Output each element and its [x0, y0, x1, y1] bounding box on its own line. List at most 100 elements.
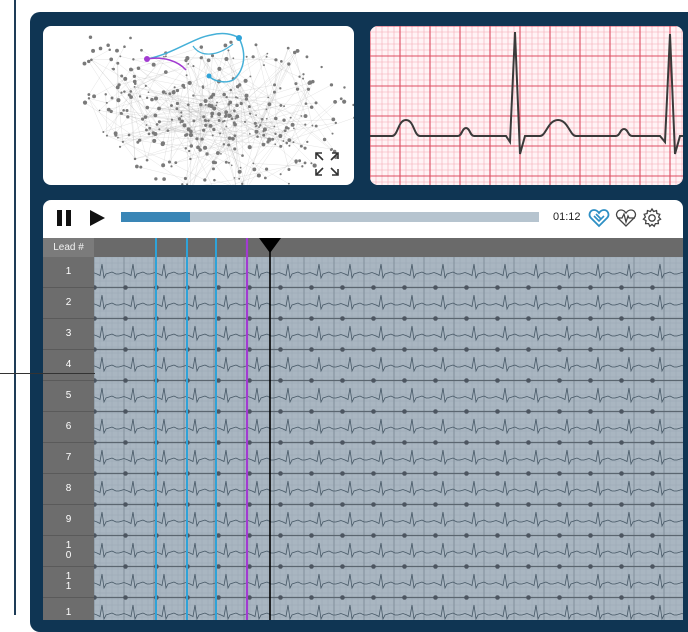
beat-node	[402, 502, 407, 507]
beat-node	[185, 378, 190, 383]
graph-node	[296, 88, 299, 91]
beat-node	[495, 533, 500, 538]
expand-icon[interactable]	[314, 151, 340, 177]
beat-node	[309, 316, 314, 321]
graph-node	[287, 62, 290, 65]
guide-line	[0, 373, 95, 374]
play-icon[interactable]	[88, 209, 106, 227]
network-graph	[43, 26, 354, 185]
beat-node	[123, 378, 128, 383]
graph-node	[122, 141, 124, 143]
graph-node	[267, 96, 269, 98]
lead-label: 5	[43, 381, 94, 412]
beat-node	[402, 378, 407, 383]
heart-pulse-icon[interactable]	[615, 207, 637, 229]
lead-label: 1	[43, 257, 94, 288]
graph-node	[233, 147, 236, 150]
beat-node	[526, 285, 531, 290]
graph-node	[106, 43, 110, 47]
graph-node	[255, 114, 257, 116]
beat-node	[278, 316, 283, 321]
graph-node	[133, 75, 136, 78]
graph-node	[212, 107, 216, 111]
beat-node	[340, 409, 345, 414]
progress-bar[interactable]	[121, 212, 539, 222]
graph-node	[280, 173, 282, 175]
beat-node	[650, 595, 655, 600]
beat-node	[619, 440, 624, 445]
pause-icon[interactable]	[55, 209, 73, 227]
graph-node	[215, 104, 217, 106]
graph-node	[333, 100, 337, 104]
graph-node	[123, 45, 126, 48]
beat-node	[433, 285, 438, 290]
graph-node	[252, 163, 254, 165]
lead-strips[interactable]	[94, 257, 683, 620]
beat-node	[154, 595, 159, 600]
graph-node	[174, 86, 176, 88]
beat-node	[309, 595, 314, 600]
graph-node	[216, 151, 220, 155]
timeline-header[interactable]: Lead #	[43, 238, 683, 257]
graph-node	[279, 145, 282, 148]
beat-node	[650, 347, 655, 352]
beat-node	[557, 316, 562, 321]
graph-node	[102, 131, 104, 133]
beat-node	[433, 347, 438, 352]
graph-node	[285, 142, 288, 145]
heart-link-icon[interactable]	[588, 207, 610, 229]
graph-node	[266, 118, 268, 120]
gear-icon[interactable]	[641, 207, 663, 229]
graph-node	[137, 67, 141, 71]
beat-node	[402, 347, 407, 352]
graph-node	[222, 93, 226, 97]
beat-node	[123, 316, 128, 321]
graph-node	[249, 75, 251, 77]
beat-node	[309, 347, 314, 352]
graph-node	[153, 113, 157, 117]
graph-node-highlight[interactable]	[207, 74, 212, 79]
beat-node	[278, 347, 283, 352]
beat-node	[557, 502, 562, 507]
graph-node	[248, 105, 251, 108]
graph-node-highlight[interactable]	[236, 35, 242, 41]
graph-node	[192, 65, 194, 67]
graph-node	[263, 64, 265, 66]
beat-node	[154, 533, 159, 538]
graph-node	[266, 53, 268, 55]
graph-node	[230, 89, 233, 92]
graph-node	[212, 128, 215, 131]
beat-node	[495, 378, 500, 383]
graph-node	[238, 83, 241, 86]
graph-node	[199, 103, 202, 106]
graph-node	[208, 97, 210, 99]
beat-node	[247, 564, 252, 569]
graph-node	[222, 121, 224, 123]
graph-node-selected[interactable]	[144, 56, 150, 62]
beat-node	[123, 564, 128, 569]
progress-fill	[121, 212, 190, 222]
graph-node	[228, 101, 232, 105]
ecg-preview-panel	[370, 26, 683, 185]
graph-node	[238, 178, 240, 180]
beat-node	[650, 409, 655, 414]
lead-label: 7	[43, 443, 94, 474]
graph-node	[245, 94, 249, 98]
beat-node	[216, 502, 221, 507]
graph-node	[240, 167, 242, 169]
beat-node	[526, 595, 531, 600]
network-graph-panel[interactable]	[43, 26, 354, 185]
beat-node	[650, 285, 655, 290]
graph-node	[256, 125, 258, 127]
graph-node	[209, 124, 213, 128]
beat-node	[154, 347, 159, 352]
beat-node	[588, 316, 593, 321]
beat-node	[247, 285, 252, 290]
graph-node	[255, 130, 259, 134]
beat-node	[588, 409, 593, 414]
beat-node	[154, 409, 159, 414]
graph-node	[225, 114, 227, 116]
beat-node	[247, 409, 252, 414]
